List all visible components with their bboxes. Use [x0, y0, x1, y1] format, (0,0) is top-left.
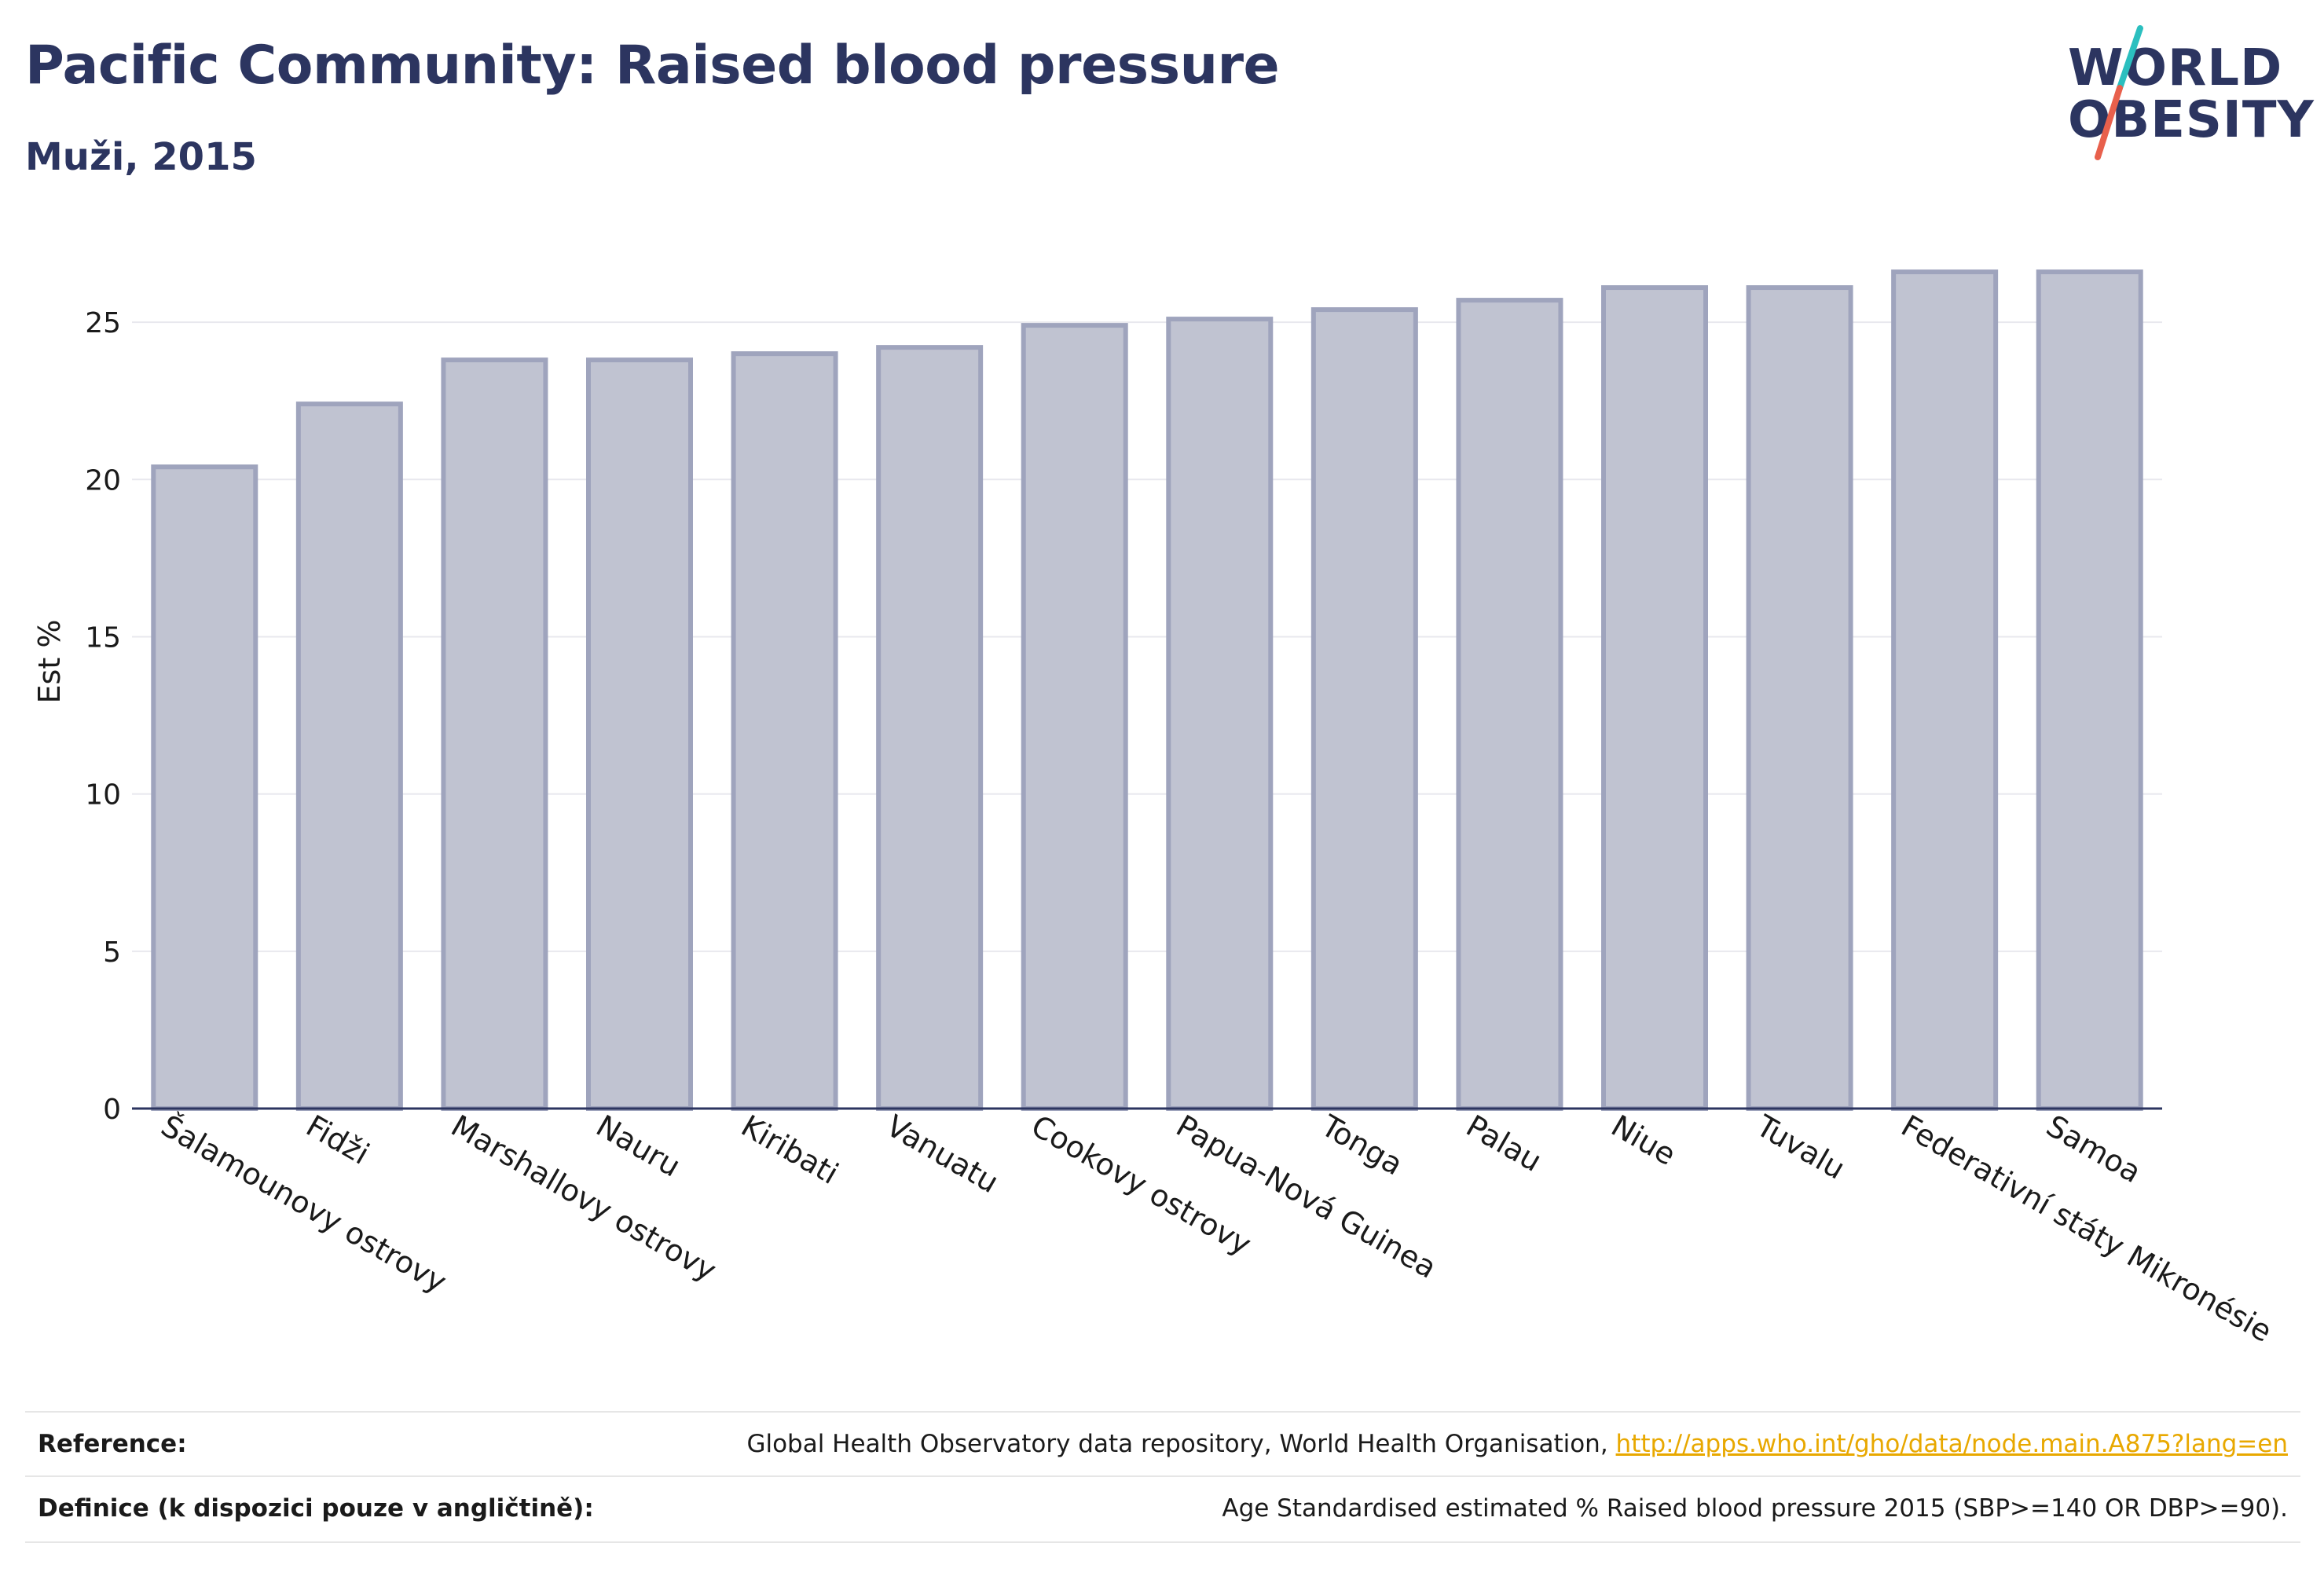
bar [586, 357, 693, 1111]
x-tick-label: Kiribati [735, 1109, 845, 1191]
definition-row: Definice (k dispozici pouze v angličtině… [25, 1475, 2300, 1540]
bar [1601, 285, 1708, 1111]
reference-text: Global Health Observatory data repositor… [746, 1430, 1616, 1458]
bars [151, 269, 2143, 1112]
reference-row: Reference: Global Health Observatory dat… [25, 1411, 2300, 1475]
y-tick-label: 25 [85, 307, 121, 339]
reference-link[interactable]: http://apps.who.int/gho/data/node.main.A… [1615, 1430, 2288, 1458]
y-tick-label: 5 [103, 936, 121, 969]
footer-divider [25, 1541, 2300, 1543]
x-tick-label: Tuvalu [1750, 1108, 1850, 1186]
x-tick-label: Palau [1461, 1109, 1548, 1178]
definition-value: Age Standardised estimated % Raised bloo… [1222, 1494, 2288, 1523]
x-tick-label: Fidži [300, 1109, 375, 1171]
bar [876, 345, 984, 1111]
bar [731, 351, 838, 1111]
reference-label: Reference: [38, 1430, 187, 1458]
y-tick-label: 0 [103, 1094, 121, 1126]
bar [1891, 269, 1999, 1111]
bar [151, 464, 258, 1111]
x-tick-label: Vanuatu [881, 1109, 1005, 1200]
x-tick-label: Tonga [1314, 1108, 1408, 1182]
y-axis-label: Est % [32, 620, 67, 704]
bar [1310, 307, 1418, 1112]
bar [1166, 317, 1274, 1111]
y-tick-label: 20 [85, 464, 121, 497]
x-tick-label: Niue [1606, 1109, 1682, 1172]
y-tick-label: 10 [85, 779, 121, 812]
bar [1746, 285, 1853, 1111]
chart-subtitle: Muži, 2015 [25, 135, 257, 179]
bar [2036, 269, 2143, 1111]
x-tick-label: Nauru [591, 1109, 687, 1184]
chart-title: Pacific Community: Raised blood pressure [25, 35, 1280, 97]
bar [1456, 298, 1563, 1111]
grid-lines [132, 321, 2162, 952]
definition-label: Definice (k dispozici pouze v angličtině… [38, 1494, 594, 1523]
bar [1021, 323, 1128, 1111]
reference-value: Global Health Observatory data repositor… [746, 1430, 2288, 1458]
bar [295, 401, 403, 1111]
bar [441, 357, 548, 1111]
world-obesity-logo: WORLD OBESITY [2058, 24, 2314, 165]
x-tick-label: Samoa [2040, 1109, 2146, 1190]
y-tick-label: 15 [85, 621, 121, 654]
x-tick-label: Papua-Nová Guinea [1171, 1109, 1442, 1285]
x-tick-label: Marshallovy ostrovy [445, 1109, 722, 1288]
logo-text-line1: WORLD [2068, 39, 2283, 97]
logo-slash-icon [2095, 25, 2143, 160]
